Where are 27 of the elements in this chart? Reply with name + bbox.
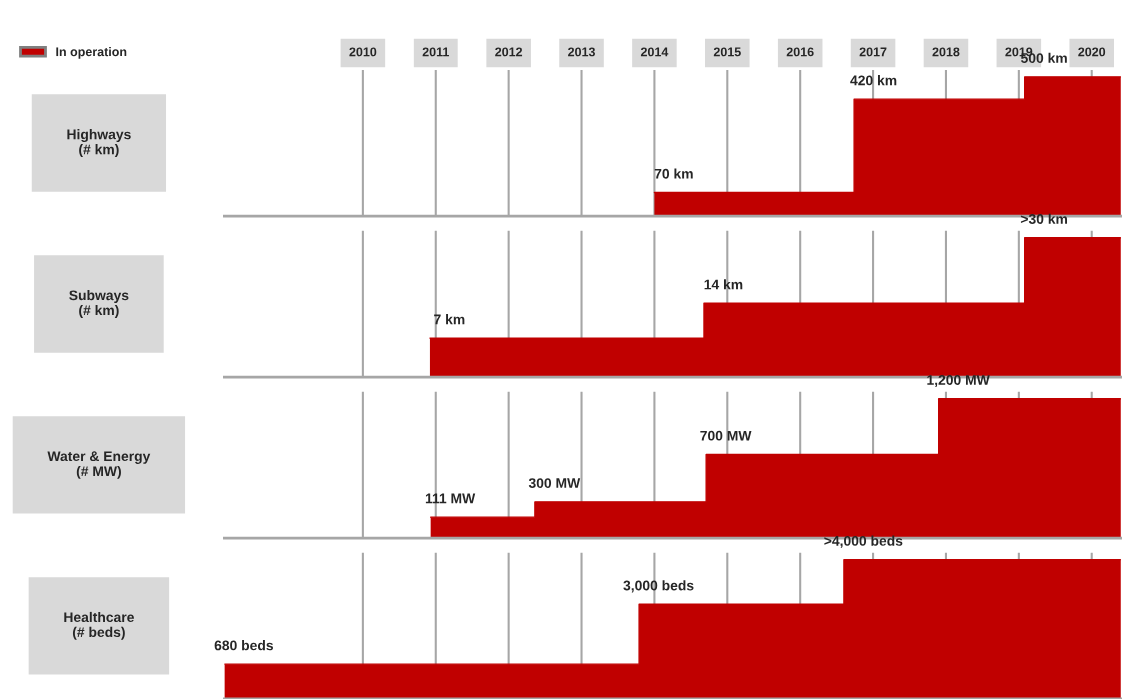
text: 680 beds: [214, 640, 273, 651]
y-axis-title: Water & Energy (# MW): [47, 451, 151, 479]
x-tick-label: 2011: [422, 47, 449, 57]
x-tick-label: 2014: [640, 47, 669, 57]
x-tick-label: 2013: [568, 47, 595, 57]
text: 700 MW: [700, 430, 752, 441]
text: 70 km: [654, 168, 693, 179]
x-tick-label: 2015: [713, 47, 741, 57]
text: 7 km: [434, 314, 465, 325]
x-tick-label: 2010: [349, 47, 377, 57]
y-axis-title: Subways (# km): [69, 290, 129, 318]
text: 14 km: [704, 279, 743, 290]
y-axis-title: Highways (# km): [67, 129, 131, 158]
x-tick-label: 2016: [786, 47, 814, 57]
text: 3,000 beds: [623, 580, 694, 593]
text: 420 km: [850, 75, 897, 86]
y-axis-title: Healthcare (# beds): [64, 611, 134, 640]
text: >4,000 beds: [824, 535, 903, 548]
text: 111 MW: [425, 493, 476, 504]
x-tick-label: 2020: [1078, 47, 1106, 57]
text: >30 km: [1020, 213, 1067, 224]
x-tick-label: 2018: [932, 47, 960, 57]
x-tick-label: 2012: [495, 47, 523, 57]
text: 1,200 MW: [927, 375, 990, 387]
legend-label: In operation: [56, 47, 127, 59]
x-tick-label: 2017: [859, 47, 887, 57]
text: 300 MW: [528, 478, 581, 488]
